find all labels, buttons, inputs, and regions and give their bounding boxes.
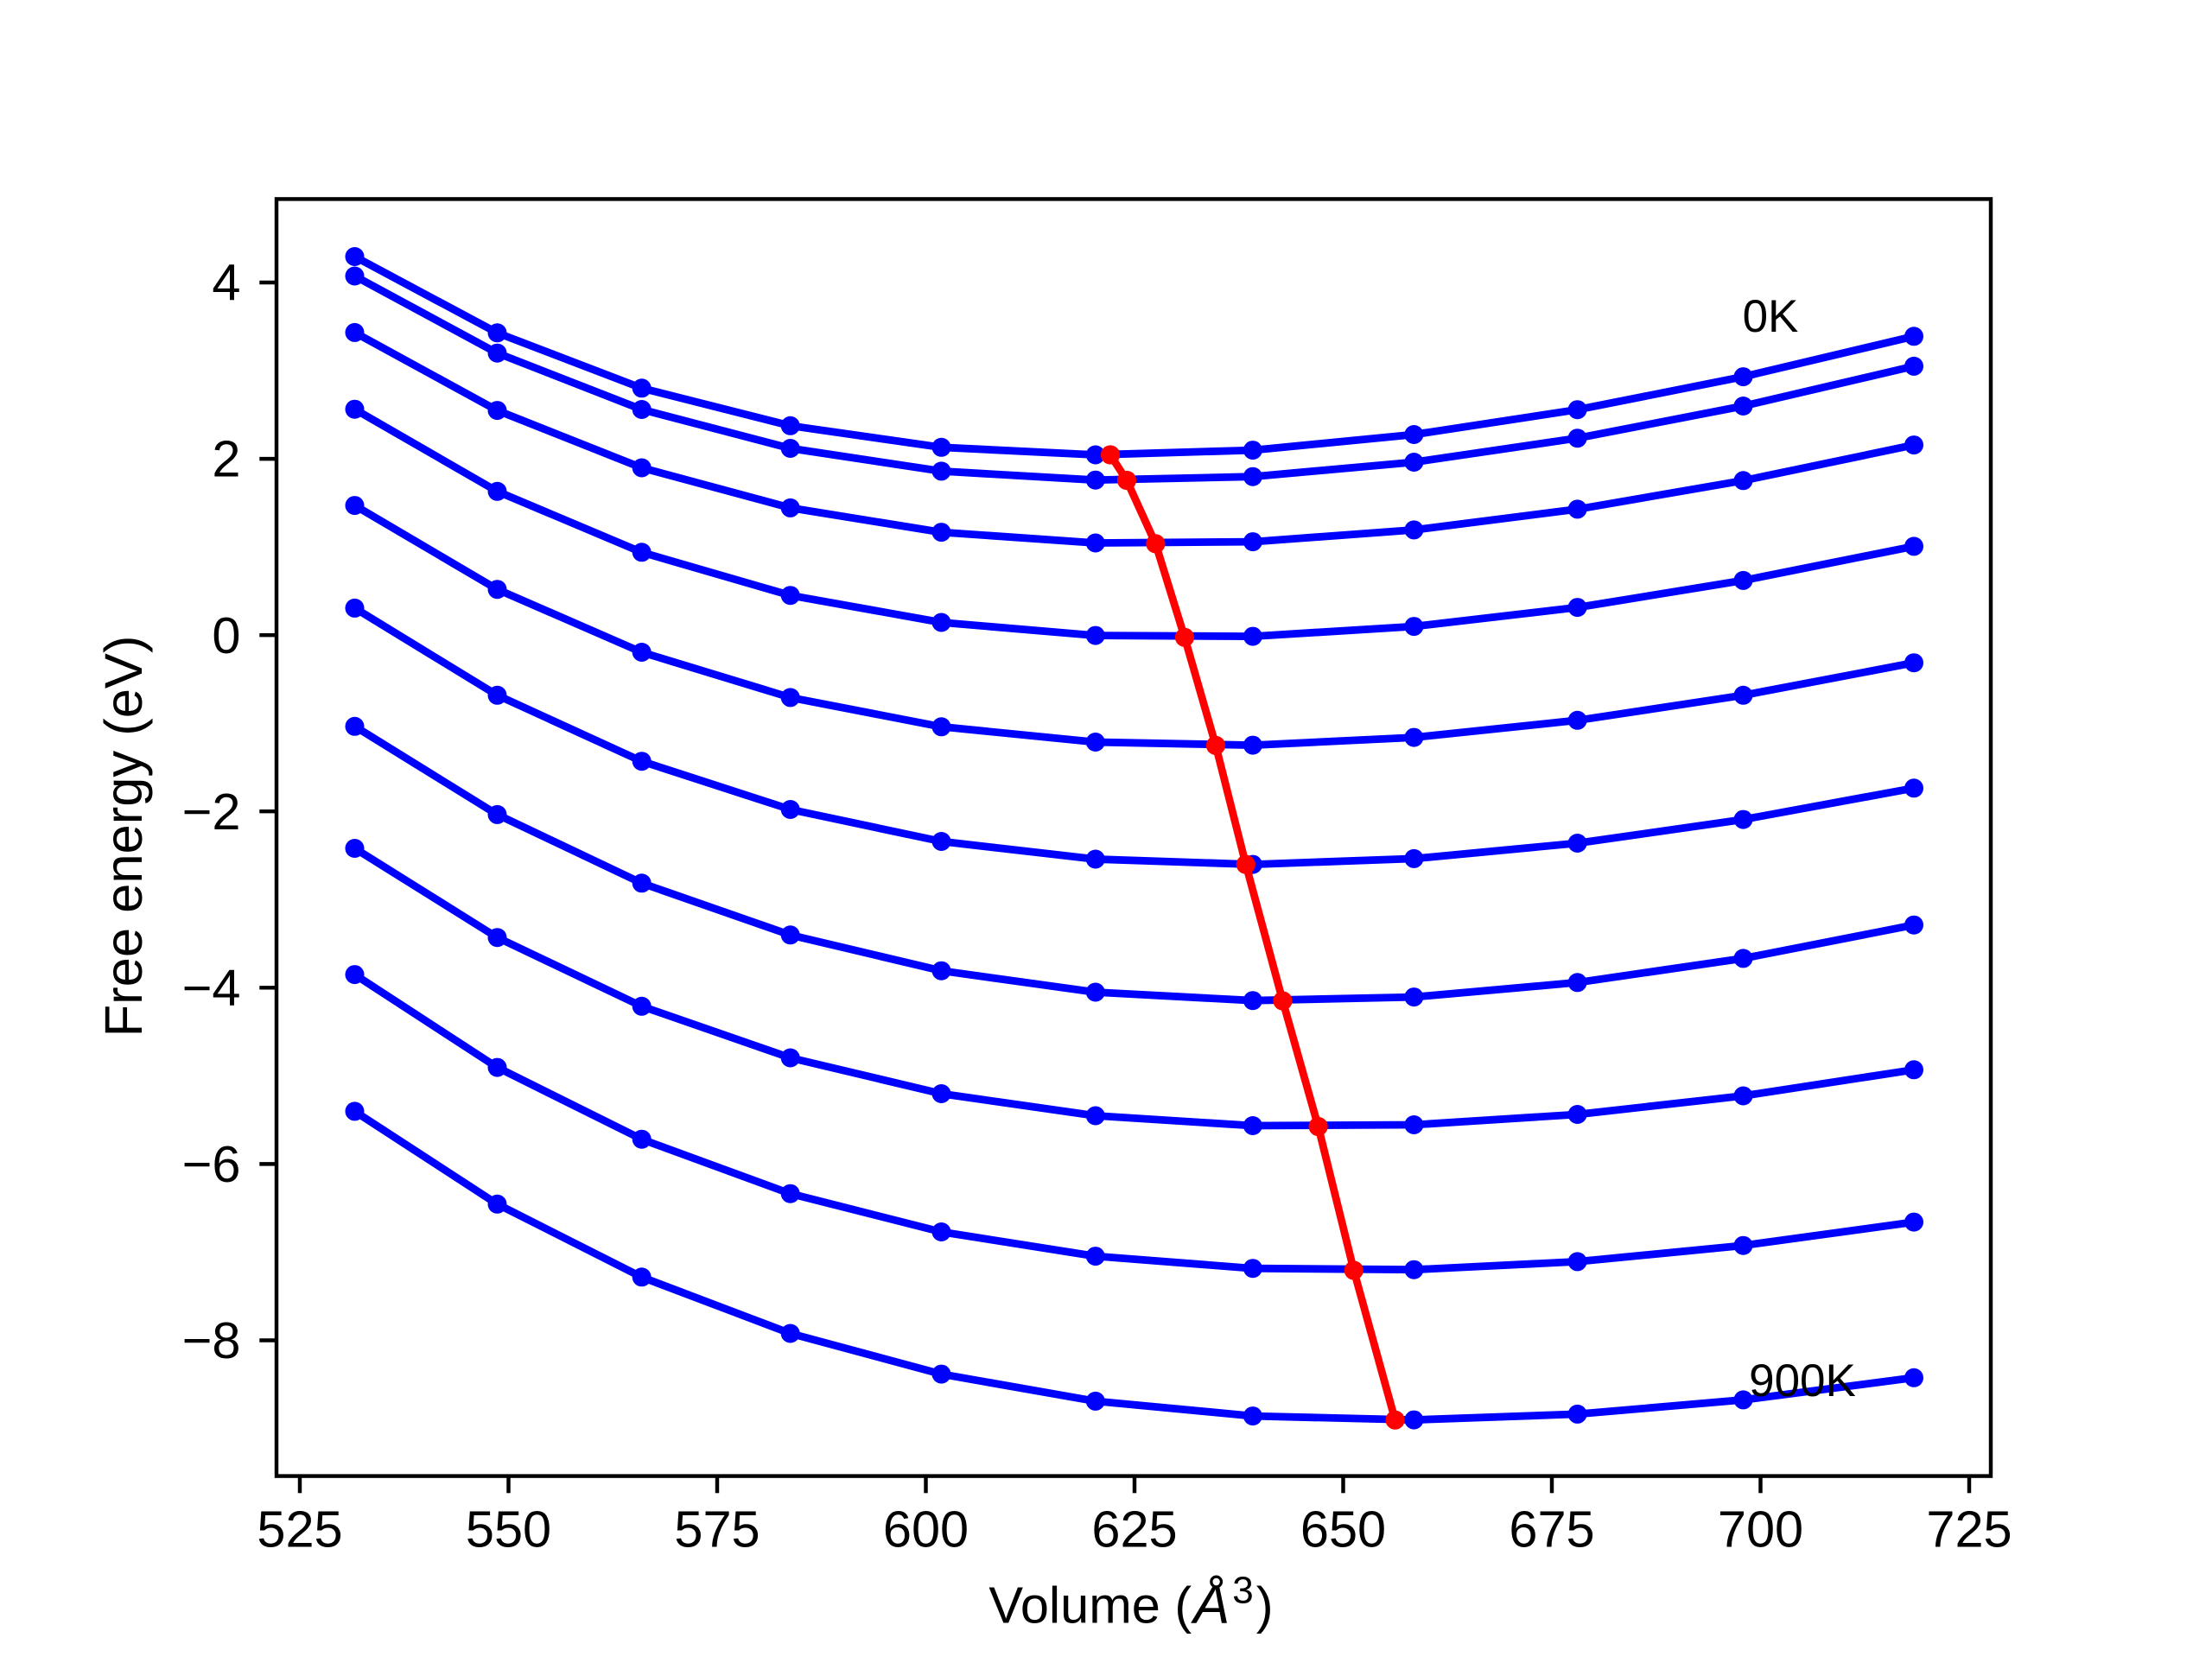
svg-text:525: 525: [257, 1500, 342, 1558]
svg-text:0: 0: [212, 606, 240, 664]
svg-text:−4: −4: [182, 959, 241, 1017]
svg-text:625: 625: [1091, 1500, 1177, 1558]
svg-text:0K: 0K: [1743, 291, 1799, 342]
svg-text:−6: −6: [182, 1135, 241, 1193]
svg-text:900K: 900K: [1749, 1355, 1856, 1406]
svg-text:2: 2: [212, 430, 240, 488]
svg-text:725: 725: [1926, 1500, 2012, 1558]
svg-text:Volume (Å3): Volume (Å3): [988, 1570, 1273, 1635]
svg-text:675: 675: [1509, 1500, 1594, 1558]
svg-text:−8: −8: [182, 1311, 241, 1369]
svg-text:550: 550: [466, 1500, 551, 1558]
svg-text:650: 650: [1300, 1500, 1386, 1558]
svg-text:700: 700: [1718, 1500, 1803, 1558]
svg-text:600: 600: [883, 1500, 969, 1558]
svg-text:−2: −2: [182, 783, 241, 841]
svg-text:575: 575: [674, 1500, 760, 1558]
svg-text:Free energy (eV): Free energy (eV): [94, 636, 154, 1038]
svg-text:4: 4: [212, 254, 240, 312]
